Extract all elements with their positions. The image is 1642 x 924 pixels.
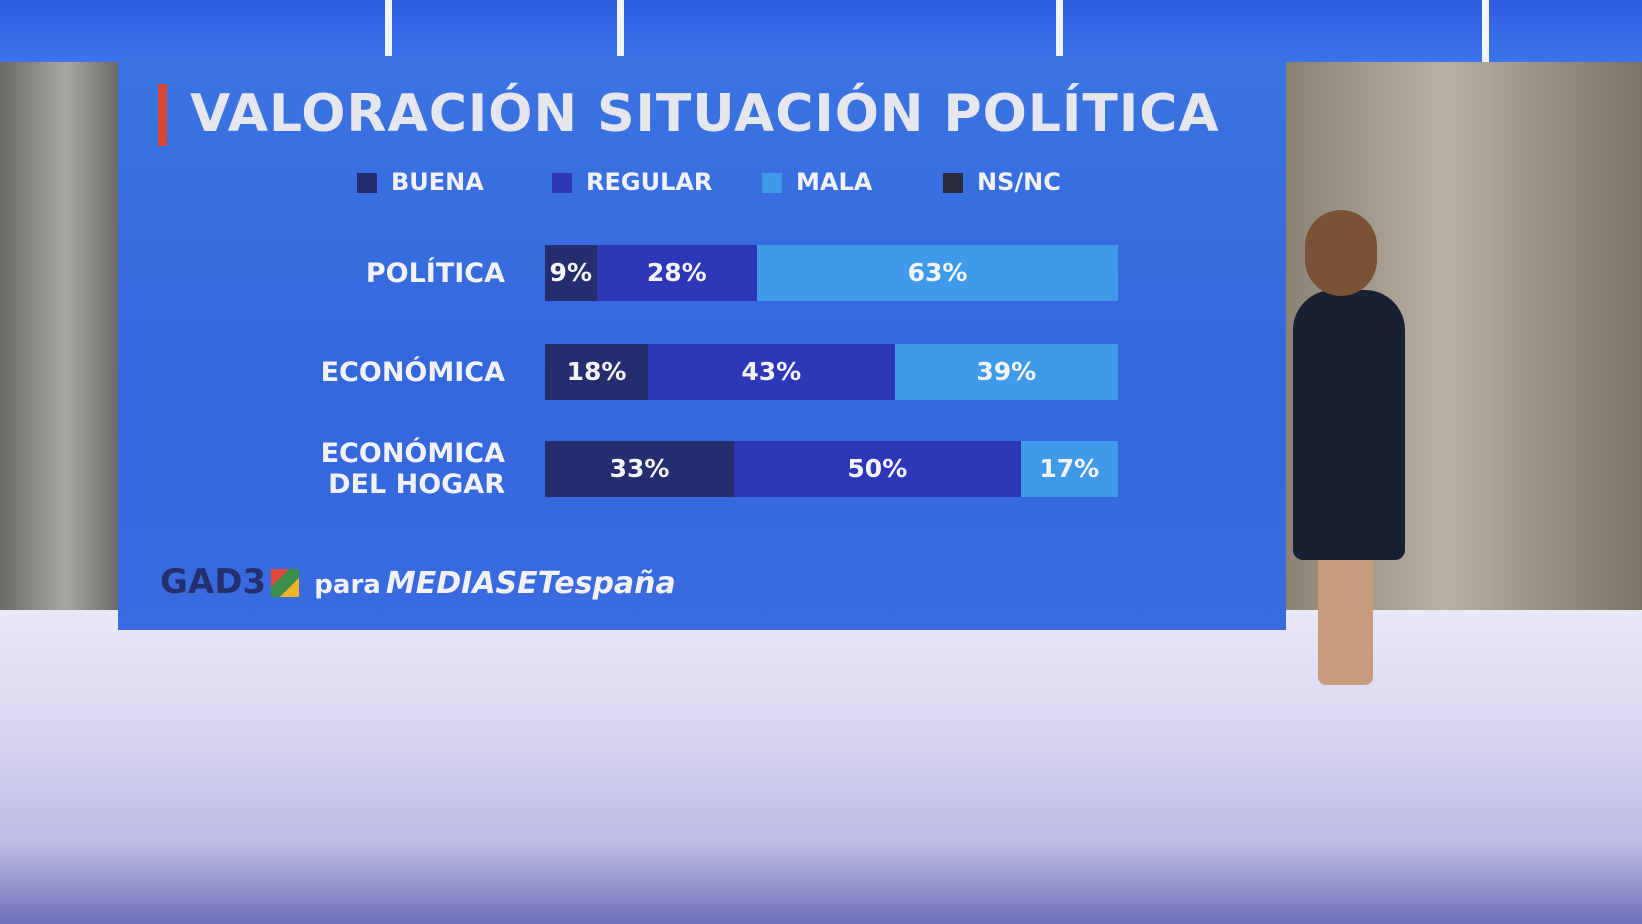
chart-panel [118, 56, 1286, 630]
bar-segment [757, 245, 1118, 301]
logo [271, 569, 300, 597]
divider [1482, 0, 1489, 62]
category-label: ECONÓMICA DEL HOGAR [320, 438, 505, 500]
presenter [1318, 555, 1373, 685]
legend-swatch [552, 173, 572, 193]
presenter [1305, 210, 1377, 296]
value-label: 50% [847, 454, 908, 483]
legend-label: REGULAR [586, 168, 713, 196]
divider [1056, 0, 1063, 62]
source-client: MEDIASETespaña [385, 566, 676, 601]
value-label: 33% [609, 454, 670, 483]
top-banner [0, 0, 1642, 62]
bar-segment [894, 344, 1118, 400]
studio-floor [0, 610, 1642, 924]
legend-swatch [762, 173, 782, 193]
divider [617, 0, 624, 62]
bar-segment [545, 245, 597, 301]
legend-label: MALA [796, 168, 873, 196]
legend-label: BUENA [391, 168, 484, 196]
value-label: 28% [646, 258, 707, 287]
chart-title: VALORACIÓN SITUACIÓN POLÍTICA [190, 84, 1220, 144]
legend-label: NS/NC [977, 168, 1061, 196]
value-label: 63% [907, 258, 968, 287]
source-brand: GAD3 [160, 562, 267, 602]
value-label: 43% [741, 357, 802, 386]
presenter [1293, 290, 1405, 560]
bar-segment [648, 344, 895, 400]
title-accent [158, 84, 167, 146]
category-label: POLÍTICA [365, 257, 505, 289]
category-label: ECONÓMICA [320, 356, 505, 388]
source: GAD3 para MEDIASETespaña [160, 562, 676, 602]
bar-segment [734, 441, 1021, 497]
value-label: 17% [1039, 454, 1100, 483]
source-connector: para [314, 570, 381, 600]
value-label: 18% [566, 357, 627, 386]
divider [385, 0, 392, 62]
bar-segment [545, 344, 649, 400]
legend-swatch [357, 173, 377, 193]
value-label: 9% [549, 258, 592, 287]
bar-segment [596, 245, 757, 301]
bar-segment [1020, 441, 1118, 497]
legend-swatch [943, 173, 963, 193]
bar-segment [545, 441, 735, 497]
value-label: 39% [976, 357, 1037, 386]
